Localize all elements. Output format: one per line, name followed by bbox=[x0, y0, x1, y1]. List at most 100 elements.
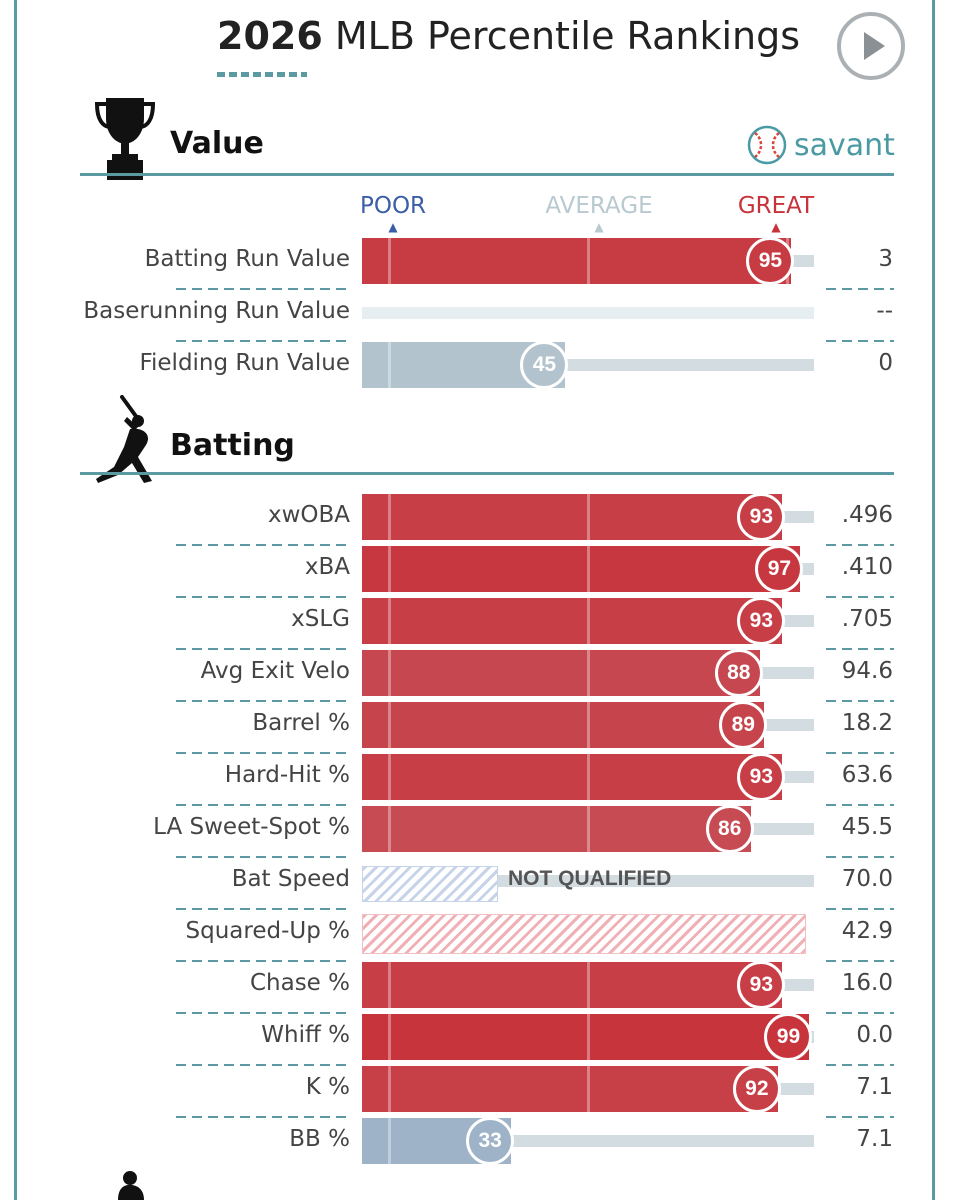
bar-avg-exit-velo[interactable] bbox=[362, 650, 760, 696]
row-value-batting-run-value: 3 bbox=[878, 246, 893, 272]
row-divider-right bbox=[826, 856, 894, 858]
row-value-chase-pct: 16.0 bbox=[841, 970, 893, 996]
scale-great: GREAT ▲ bbox=[701, 193, 851, 233]
bar-gridline bbox=[388, 1118, 392, 1164]
bar-hard-hit-pct[interactable] bbox=[362, 754, 783, 800]
percentile-bubble-fielding-run-value[interactable]: 45 bbox=[520, 341, 569, 389]
section-rule-batting bbox=[80, 472, 894, 475]
bar-gridline bbox=[587, 238, 590, 284]
percentile-bubble-xba[interactable]: 97 bbox=[755, 545, 804, 593]
scale-poor-label: POOR bbox=[359, 193, 427, 219]
row-divider-right bbox=[826, 596, 894, 598]
row-divider-right bbox=[826, 544, 894, 546]
scale-great-label: GREAT bbox=[737, 193, 815, 219]
bar-gridline bbox=[388, 598, 392, 644]
bar-gridline bbox=[587, 546, 590, 592]
bar-xslg[interactable] bbox=[362, 598, 783, 644]
bar-gridline bbox=[587, 1066, 590, 1112]
pitcher-icon bbox=[118, 1171, 144, 1200]
bar-gridline bbox=[587, 702, 590, 748]
bar-chase-pct[interactable] bbox=[362, 962, 783, 1008]
percentile-bubble-bb-pct[interactable]: 33 bbox=[466, 1117, 515, 1165]
bar-gridline bbox=[388, 238, 392, 284]
row-value-baserunning-run-value: -- bbox=[876, 298, 893, 324]
bar-la-sweet-spot-pct[interactable] bbox=[362, 806, 751, 852]
row-divider-left bbox=[176, 340, 351, 342]
bar-gridline bbox=[587, 754, 590, 800]
section-rule-value bbox=[80, 173, 894, 176]
percentile-bubble-k-pct[interactable]: 92 bbox=[732, 1065, 781, 1113]
title-underline bbox=[217, 72, 307, 77]
row-label-squared-up-pct: Squared-Up % bbox=[185, 918, 350, 944]
row-divider-right bbox=[826, 752, 894, 754]
bar-batting-run-value[interactable] bbox=[362, 238, 792, 284]
batter-icon bbox=[96, 395, 152, 483]
row-value-k-pct: 7.1 bbox=[856, 1074, 893, 1100]
row-label-batting-run-value: Batting Run Value bbox=[144, 246, 350, 272]
row-divider-left bbox=[176, 960, 351, 962]
title-year: 2026 bbox=[217, 14, 323, 58]
bar-gridline bbox=[587, 650, 590, 696]
row-label-baserunning-run-value: Baserunning Run Value bbox=[83, 298, 350, 324]
percentile-chart: Batting Run Value 3 95 Baserunning Run Valu… bbox=[0, 0, 969, 1165]
percentile-bubble-xwoba[interactable]: 93 bbox=[737, 493, 786, 541]
row-divider-left bbox=[176, 856, 351, 858]
bar-gridline bbox=[388, 702, 392, 748]
percentile-bubble-chase-pct[interactable]: 93 bbox=[737, 961, 786, 1009]
scale-poor: POOR ▲ bbox=[318, 193, 468, 233]
row-divider-right bbox=[826, 340, 894, 342]
bar-gridline bbox=[388, 546, 392, 592]
row-label-fielding-run-value: Fielding Run Value bbox=[139, 350, 350, 376]
bar-gridline bbox=[587, 1014, 590, 1060]
bar-gridline bbox=[388, 962, 392, 1008]
row-divider-left bbox=[176, 700, 351, 702]
scale-great-marker-icon: ▲ bbox=[771, 220, 781, 234]
frame-left-border bbox=[14, 0, 17, 1200]
row-value-xba: .410 bbox=[841, 554, 893, 580]
bar-gridline bbox=[388, 494, 392, 540]
row-label-xwoba: xwOBA bbox=[267, 502, 350, 528]
bar-whiff-pct[interactable] bbox=[362, 1014, 810, 1060]
scale-poor-marker-icon: ▲ bbox=[388, 220, 398, 234]
row-label-bat-speed: Bat Speed bbox=[231, 866, 350, 892]
bar-barrel-pct[interactable] bbox=[362, 702, 765, 748]
row-divider-left bbox=[176, 544, 351, 546]
bar-xwoba[interactable] bbox=[362, 494, 783, 540]
row-label-barrel-pct: Barrel % bbox=[252, 710, 350, 736]
hatch-bar-squared-up-pct bbox=[362, 914, 806, 954]
bar-k-pct[interactable] bbox=[362, 1066, 778, 1112]
percentile-bubble-hard-hit-pct[interactable]: 93 bbox=[737, 753, 786, 801]
row-divider-right bbox=[826, 1116, 894, 1118]
row-divider-right bbox=[826, 1012, 894, 1014]
title-text: MLB Percentile Rankings bbox=[334, 14, 801, 58]
row-value-xslg: .705 bbox=[841, 606, 893, 632]
row-value-bat-speed: 70.0 bbox=[841, 866, 893, 892]
row-label-avg-exit-velo: Avg Exit Velo bbox=[200, 658, 350, 684]
row-label-bb-pct: BB % bbox=[289, 1126, 350, 1152]
row-value-whiff-pct: 0.0 bbox=[856, 1022, 893, 1048]
percentile-bubble-barrel-pct[interactable]: 89 bbox=[719, 701, 768, 749]
percentile-bubble-xslg[interactable]: 93 bbox=[737, 597, 786, 645]
play-button[interactable] bbox=[837, 12, 905, 80]
bar-gridline bbox=[388, 342, 392, 388]
scale-average-marker-icon: ▲ bbox=[594, 220, 604, 234]
bar-xba[interactable] bbox=[362, 546, 801, 592]
row-value-la-sweet-spot-pct: 45.5 bbox=[841, 814, 893, 840]
section-title-value: Value bbox=[170, 126, 264, 161]
bar-gridline bbox=[587, 494, 590, 540]
percentile-bubble-avg-exit-velo[interactable]: 88 bbox=[714, 649, 763, 697]
row-divider-left bbox=[176, 648, 351, 650]
row-divider-right bbox=[826, 700, 894, 702]
percentile-bubble-la-sweet-spot-pct[interactable]: 86 bbox=[705, 805, 754, 853]
bar-gridline bbox=[587, 806, 590, 852]
row-label-hard-hit-pct: Hard-Hit % bbox=[224, 762, 350, 788]
row-divider-left bbox=[176, 288, 351, 290]
row-label-xslg: xSLG bbox=[291, 606, 350, 632]
percentile-bubble-batting-run-value[interactable]: 95 bbox=[746, 237, 795, 285]
row-label-chase-pct: Chase % bbox=[249, 970, 350, 996]
row-divider-right bbox=[826, 908, 894, 910]
scale-average-label: AVERAGE bbox=[545, 193, 653, 219]
row-divider-left bbox=[176, 1064, 351, 1066]
bar-gridline bbox=[587, 962, 590, 1008]
percentile-bubble-whiff-pct[interactable]: 99 bbox=[764, 1013, 813, 1061]
